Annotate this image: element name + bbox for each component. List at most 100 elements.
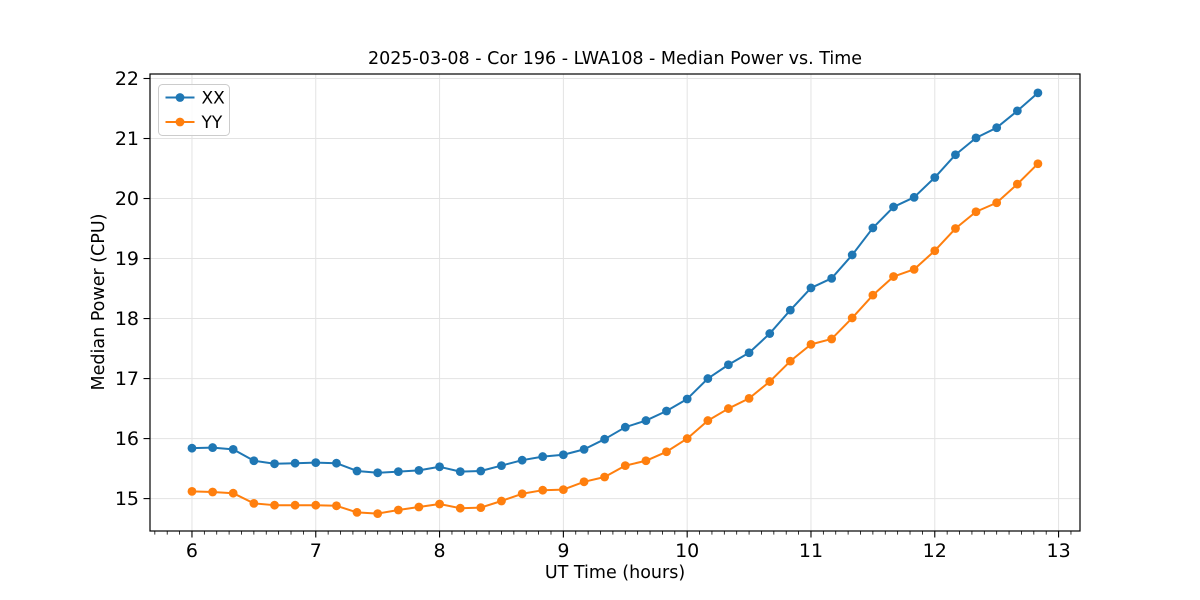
data-point-XX bbox=[785, 305, 795, 315]
data-point-XX bbox=[270, 459, 279, 469]
data-point-XX bbox=[373, 468, 383, 478]
data-point-XX bbox=[332, 458, 341, 468]
data-point-YY bbox=[765, 377, 775, 386]
data-point-YY bbox=[435, 499, 444, 509]
data-point-YY bbox=[476, 503, 486, 512]
legend-marker-sample bbox=[175, 117, 185, 127]
data-point-XX bbox=[208, 443, 218, 452]
y-tick-label: 18 bbox=[115, 308, 139, 330]
data-point-YY bbox=[373, 509, 383, 518]
data-point-YY bbox=[558, 485, 568, 494]
data-point-XX bbox=[1033, 88, 1043, 98]
data-point-YY bbox=[682, 434, 692, 443]
y-tick-label: 19 bbox=[115, 248, 139, 270]
y-tick-label: 21 bbox=[115, 128, 139, 150]
series-XX bbox=[187, 88, 1043, 478]
data-point-XX bbox=[311, 458, 321, 467]
x-tick-label: 13 bbox=[1046, 540, 1070, 562]
data-point-XX bbox=[620, 422, 630, 432]
data-point-XX bbox=[517, 455, 527, 465]
data-point-YY bbox=[703, 416, 713, 425]
x-tick-label: 7 bbox=[310, 540, 322, 562]
data-point-XX bbox=[662, 406, 671, 416]
data-point-XX bbox=[600, 434, 609, 444]
x-tick-label: 9 bbox=[557, 540, 569, 562]
data-point-XX bbox=[744, 348, 754, 358]
legend-marker-sample bbox=[175, 93, 185, 102]
x-tick-label: 8 bbox=[434, 540, 446, 562]
chart-title: 2025-03-08 - Cor 196 - LWA108 - Median P… bbox=[368, 49, 862, 69]
data-point-XX bbox=[909, 192, 919, 202]
data-point-XX bbox=[435, 462, 444, 472]
data-point-YY bbox=[641, 456, 651, 466]
data-point-XX bbox=[951, 150, 960, 160]
data-point-YY bbox=[332, 501, 341, 511]
data-point-XX bbox=[971, 133, 981, 143]
data-point-XX bbox=[476, 466, 486, 476]
data-point-YY bbox=[249, 498, 259, 508]
data-point-XX bbox=[724, 360, 733, 370]
data-point-YY bbox=[909, 264, 919, 274]
x-tick-label: 12 bbox=[923, 540, 947, 562]
x-axis-label: UT Time (hours) bbox=[545, 563, 685, 583]
data-point-XX bbox=[538, 452, 548, 461]
data-point-XX bbox=[579, 444, 589, 454]
data-point-YY bbox=[579, 477, 589, 487]
data-point-XX bbox=[703, 374, 713, 383]
data-point-XX bbox=[930, 173, 940, 182]
data-point-YY bbox=[951, 224, 960, 233]
legend-item-label: YY bbox=[201, 113, 223, 133]
legend: XX YY bbox=[158, 84, 230, 136]
data-point-XX bbox=[641, 416, 651, 425]
x-tick-label: 10 bbox=[675, 540, 699, 562]
data-point-YY bbox=[270, 500, 279, 510]
data-point-YY bbox=[868, 290, 878, 300]
data-point-XX bbox=[889, 202, 898, 212]
data-point-XX bbox=[290, 458, 300, 468]
data-point-XX bbox=[352, 466, 362, 476]
data-point-YY bbox=[785, 356, 795, 366]
y-tick-label: 16 bbox=[115, 428, 139, 450]
data-point-YY bbox=[228, 488, 238, 498]
legend-item-yy: YY bbox=[165, 113, 223, 133]
data-series bbox=[187, 88, 1043, 518]
data-point-YY bbox=[889, 272, 898, 281]
data-point-YY bbox=[352, 508, 362, 517]
y-tick-label: 20 bbox=[115, 188, 139, 210]
data-point-YY bbox=[187, 486, 197, 496]
data-point-XX bbox=[497, 461, 506, 470]
data-point-YY bbox=[847, 313, 857, 323]
data-point-YY bbox=[992, 198, 1002, 208]
data-point-YY bbox=[971, 207, 981, 217]
grid-lines bbox=[150, 74, 1080, 531]
data-point-YY bbox=[744, 393, 754, 403]
y-tick-label: 15 bbox=[115, 488, 139, 510]
data-point-XX bbox=[393, 467, 403, 476]
data-point-XX bbox=[847, 250, 857, 260]
data-point-YY bbox=[827, 334, 837, 344]
data-point-YY bbox=[930, 246, 940, 256]
data-point-YY bbox=[208, 487, 218, 497]
data-point-XX bbox=[228, 444, 238, 454]
y-tick-label: 22 bbox=[115, 68, 139, 90]
data-point-XX bbox=[1012, 106, 1022, 116]
data-point-YY bbox=[620, 461, 630, 470]
data-point-YY bbox=[662, 447, 671, 457]
data-point-YY bbox=[517, 489, 527, 499]
data-point-YY bbox=[414, 502, 424, 512]
data-point-XX bbox=[558, 450, 568, 460]
data-point-YY bbox=[1033, 159, 1043, 169]
data-point-XX bbox=[187, 443, 197, 453]
data-point-YY bbox=[538, 485, 548, 495]
legend-item-xx: XX bbox=[165, 89, 225, 109]
data-point-YY bbox=[806, 339, 816, 349]
data-point-YY bbox=[497, 496, 506, 506]
axis-tick-labels: 6 7 8 9 10 11 12 13 15 16 17 18 19 20 21 22 bbox=[115, 68, 1071, 562]
data-point-XX bbox=[414, 465, 424, 475]
y-tick-label: 17 bbox=[115, 368, 139, 390]
data-point-YY bbox=[311, 500, 321, 510]
data-point-XX bbox=[868, 223, 878, 233]
data-point-XX bbox=[249, 456, 259, 466]
